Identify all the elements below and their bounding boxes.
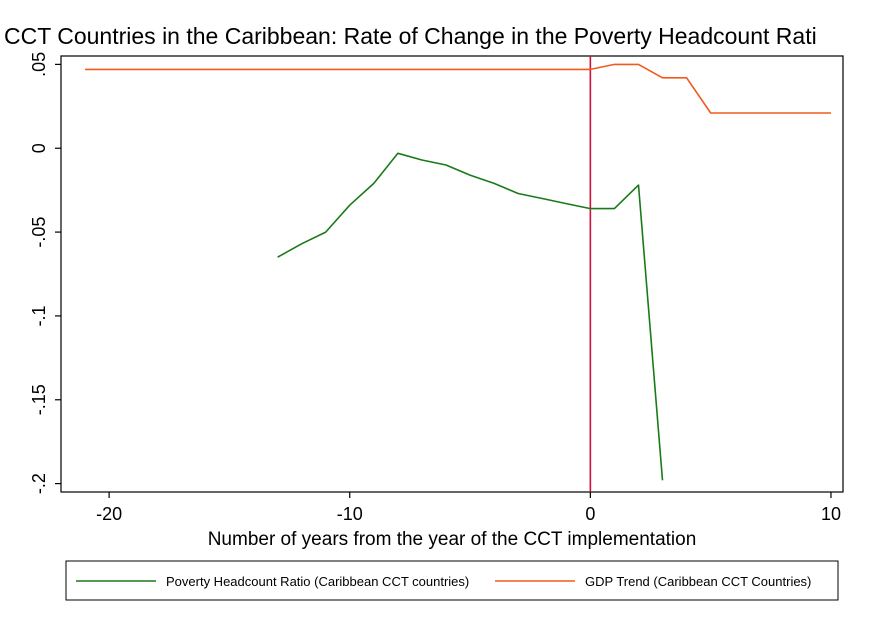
- x-axis-label: Number of years from the year of the CCT…: [208, 529, 697, 550]
- series-group: [85, 63, 831, 481]
- x-tick-label: -10: [337, 504, 363, 524]
- x-axis: -20 -10 0 10: [96, 492, 841, 524]
- y-tick-label: -.2: [29, 473, 49, 494]
- y-tick-label: .05: [29, 52, 49, 77]
- legend: Poverty Headcount Ratio (Caribbean CCT c…: [76, 574, 811, 589]
- legend-label-1: Poverty Headcount Ratio (Caribbean CCT c…: [166, 574, 469, 589]
- series-line-2: [85, 63, 831, 114]
- series-line-1: [277, 152, 664, 481]
- y-tick-label: -.1: [29, 305, 49, 326]
- x-tick-label: -20: [96, 504, 122, 524]
- y-tick-label: -.05: [29, 217, 49, 248]
- chart-title: CCT Countries in the Caribbean: Rate of …: [4, 23, 817, 49]
- legend-box: [65, 560, 839, 601]
- plot-frame: [60, 55, 844, 493]
- legend-label-2: GDP Trend (Caribbean CCT Countries): [585, 574, 811, 589]
- x-tick-label: 10: [821, 504, 841, 524]
- y-tick-label: 0: [29, 143, 49, 153]
- y-axis: .05 0 -.05 -.1 -.15 -.2: [29, 52, 61, 494]
- y-tick-label: -.15: [29, 384, 49, 415]
- x-tick-label: 0: [585, 504, 595, 524]
